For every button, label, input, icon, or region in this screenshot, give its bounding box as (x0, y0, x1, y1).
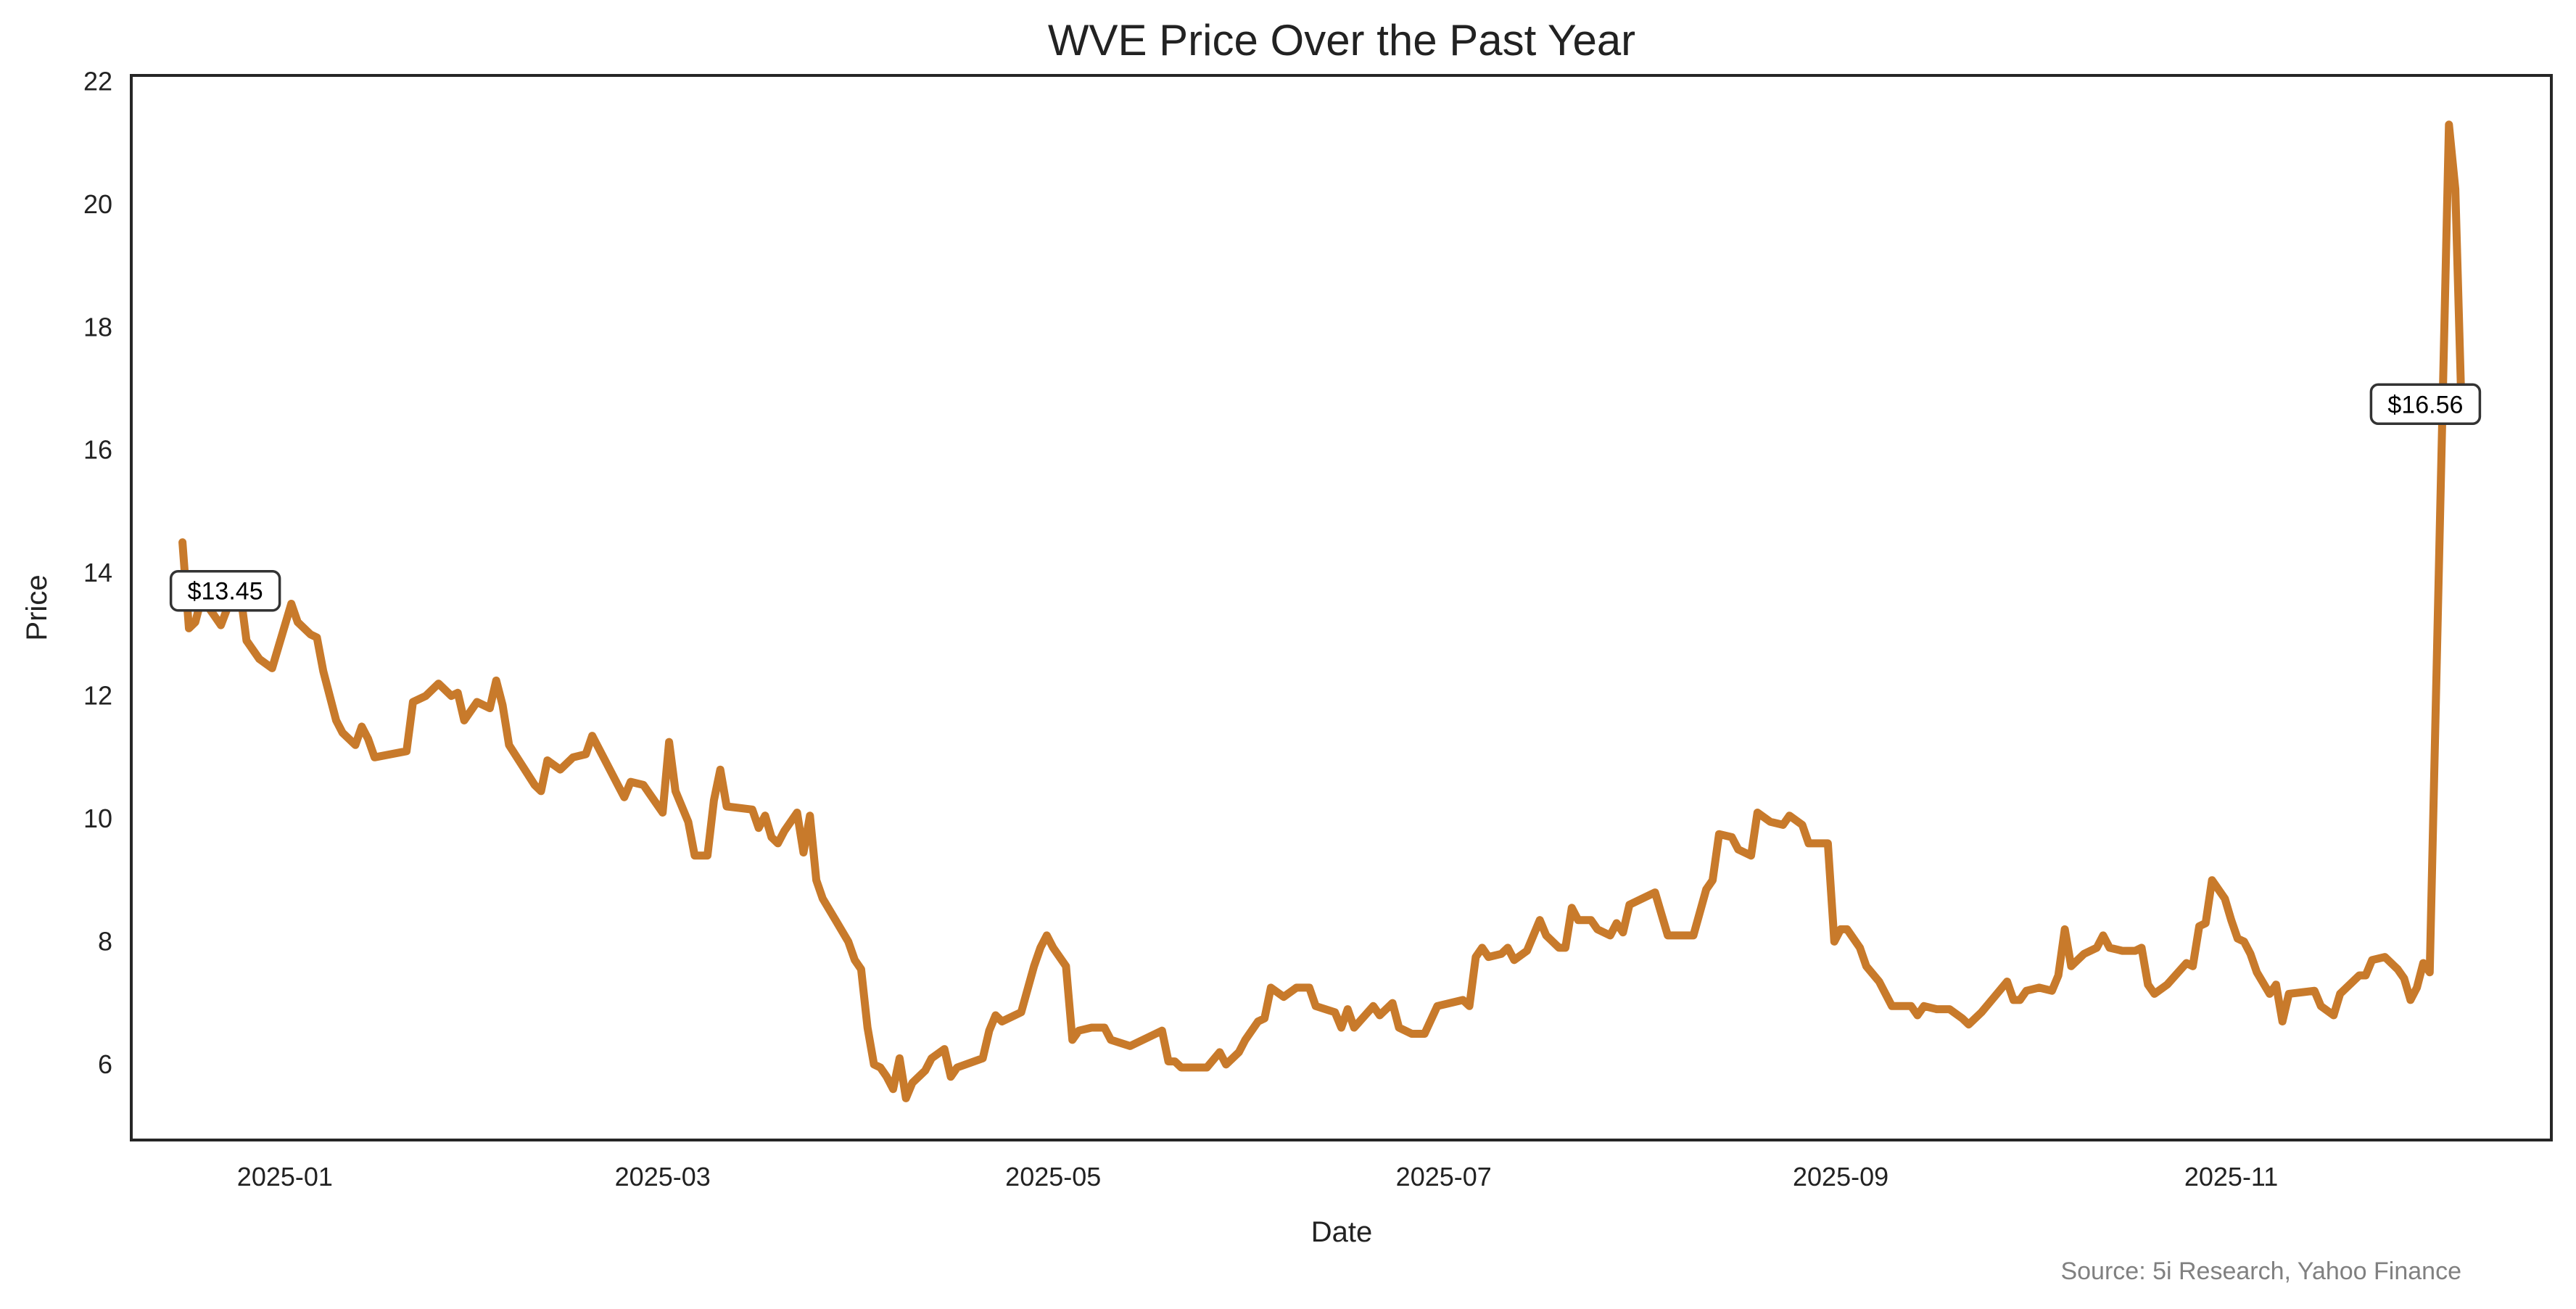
x-tick-label: 2025-05 (1005, 1162, 1101, 1192)
y-tick-label: 8 (98, 926, 112, 956)
annotations: $13.45 $16.56 (169, 383, 2482, 612)
annotation-label: $13.45 (188, 578, 263, 606)
source-note: Source: 5i Research, Yahoo Finance (2060, 1258, 2461, 1285)
y-tick-label: 14 (83, 558, 112, 587)
y-tick-label: 18 (83, 312, 112, 342)
y-tick-label: 6 (98, 1049, 112, 1079)
y-tick-label: 22 (83, 66, 112, 96)
x-tick-label: 2025-01 (237, 1162, 333, 1192)
plot-area (178, 120, 2466, 1102)
y-axis-label: Price (21, 574, 53, 640)
x-axis: 2025-01 2025-03 2025-05 2025-07 2025-09 2025-… (237, 1162, 2279, 1192)
annotation-box (2369, 383, 2482, 426)
annotation-box (169, 569, 281, 612)
y-axis: 6 8 10 12 14 16 18 20 22 (83, 66, 112, 1078)
x-axis-label: Date (1311, 1216, 1373, 1248)
x-tick-label: 2025-07 (1396, 1162, 1492, 1192)
y-tick-label: 16 (83, 435, 112, 465)
axes-frame (130, 74, 2553, 1141)
x-tick-label: 2025-09 (1793, 1162, 1888, 1192)
price-annotation: $13.45 (169, 569, 281, 612)
x-tick-label: 2025-03 (615, 1162, 711, 1192)
price-annotation: $16.56 (2369, 383, 2482, 426)
y-tick-label: 10 (83, 804, 112, 833)
x-tick-label: 2025-11 (2184, 1162, 2278, 1192)
chart-title: WVE Price Over the Past Year (1048, 16, 1635, 65)
y-tick-label: 12 (83, 681, 112, 711)
annotation-label: $16.56 (2387, 391, 2463, 418)
price-line-wve (178, 120, 2466, 1102)
y-tick-label: 20 (83, 189, 112, 219)
